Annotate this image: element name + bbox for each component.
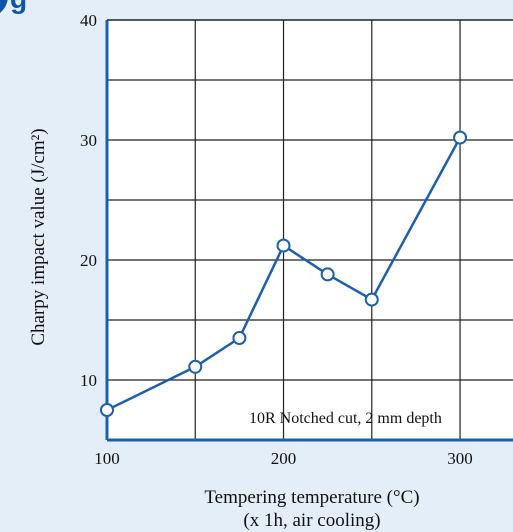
header-fragment-text: g <box>10 0 27 14</box>
data-point-150 <box>188 359 203 374</box>
plot-area <box>107 20 513 440</box>
data-point-300 <box>453 130 468 145</box>
x-tick-label-200: 200 <box>271 449 297 468</box>
y-tick-label-30: 30 <box>80 131 97 150</box>
data-point-100 <box>100 403 114 417</box>
axes <box>105 19 513 442</box>
y-tick-label-10: 10 <box>80 371 97 390</box>
x-axis-subtitle: (x 1h, air cooling) <box>243 510 380 531</box>
x-tick-label-300: 300 <box>447 449 473 468</box>
header-logo-circle <box>0 0 8 13</box>
grid <box>107 20 513 440</box>
data-point-225 <box>320 267 335 282</box>
data-point-250 <box>364 292 379 307</box>
y-tick-label-40: 40 <box>80 11 97 30</box>
x-tick-label-100: 100 <box>94 449 120 468</box>
data-point-200 <box>276 238 291 253</box>
y-axis-title: Charpy impact value (J/cm²) <box>28 128 49 345</box>
series-charpy <box>100 130 468 417</box>
data-point-175 <box>232 331 247 345</box>
chart-annotation: 10R Notched cut, 2 mm depth <box>249 410 442 427</box>
tick-labels: 100 200 300 10 20 30 40 <box>80 11 473 468</box>
x-axis-title: Tempering temperature (°C) <box>204 487 419 508</box>
y-tick-label-20: 20 <box>80 251 97 270</box>
